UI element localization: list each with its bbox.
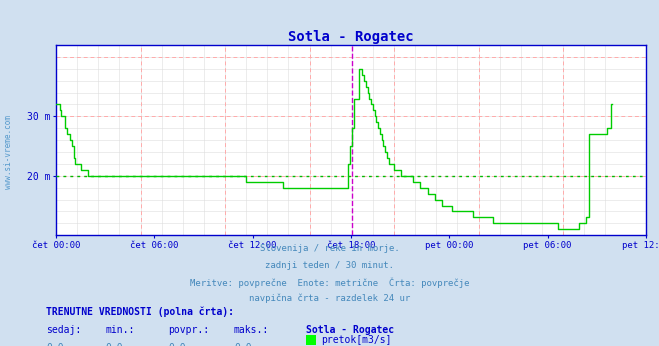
Text: sedaj:: sedaj: — [46, 325, 81, 335]
Text: www.si-vreme.com: www.si-vreme.com — [4, 115, 13, 189]
Text: Meritve: povprečne  Enote: metrične  Črta: povprečje: Meritve: povprečne Enote: metrične Črta:… — [190, 277, 469, 288]
Text: min.:: min.: — [105, 325, 135, 335]
Text: maks.:: maks.: — [234, 325, 269, 335]
Text: povpr.:: povpr.: — [168, 325, 209, 335]
Text: 0,0: 0,0 — [234, 343, 252, 346]
Text: Slovenija / reke in morje.: Slovenija / reke in morje. — [260, 244, 399, 253]
Title: Sotla - Rogatec: Sotla - Rogatec — [288, 30, 414, 44]
Text: 0,0: 0,0 — [168, 343, 186, 346]
Text: TRENUTNE VREDNOSTI (polna črta):: TRENUTNE VREDNOSTI (polna črta): — [46, 306, 234, 317]
Text: navpična črta - razdelek 24 ur: navpična črta - razdelek 24 ur — [249, 294, 410, 303]
Text: 0,0: 0,0 — [105, 343, 123, 346]
Text: zadnji teden / 30 minut.: zadnji teden / 30 minut. — [265, 261, 394, 270]
Text: Sotla - Rogatec: Sotla - Rogatec — [306, 325, 395, 335]
Text: 0,0: 0,0 — [46, 343, 64, 346]
Text: pretok[m3/s]: pretok[m3/s] — [321, 335, 391, 345]
